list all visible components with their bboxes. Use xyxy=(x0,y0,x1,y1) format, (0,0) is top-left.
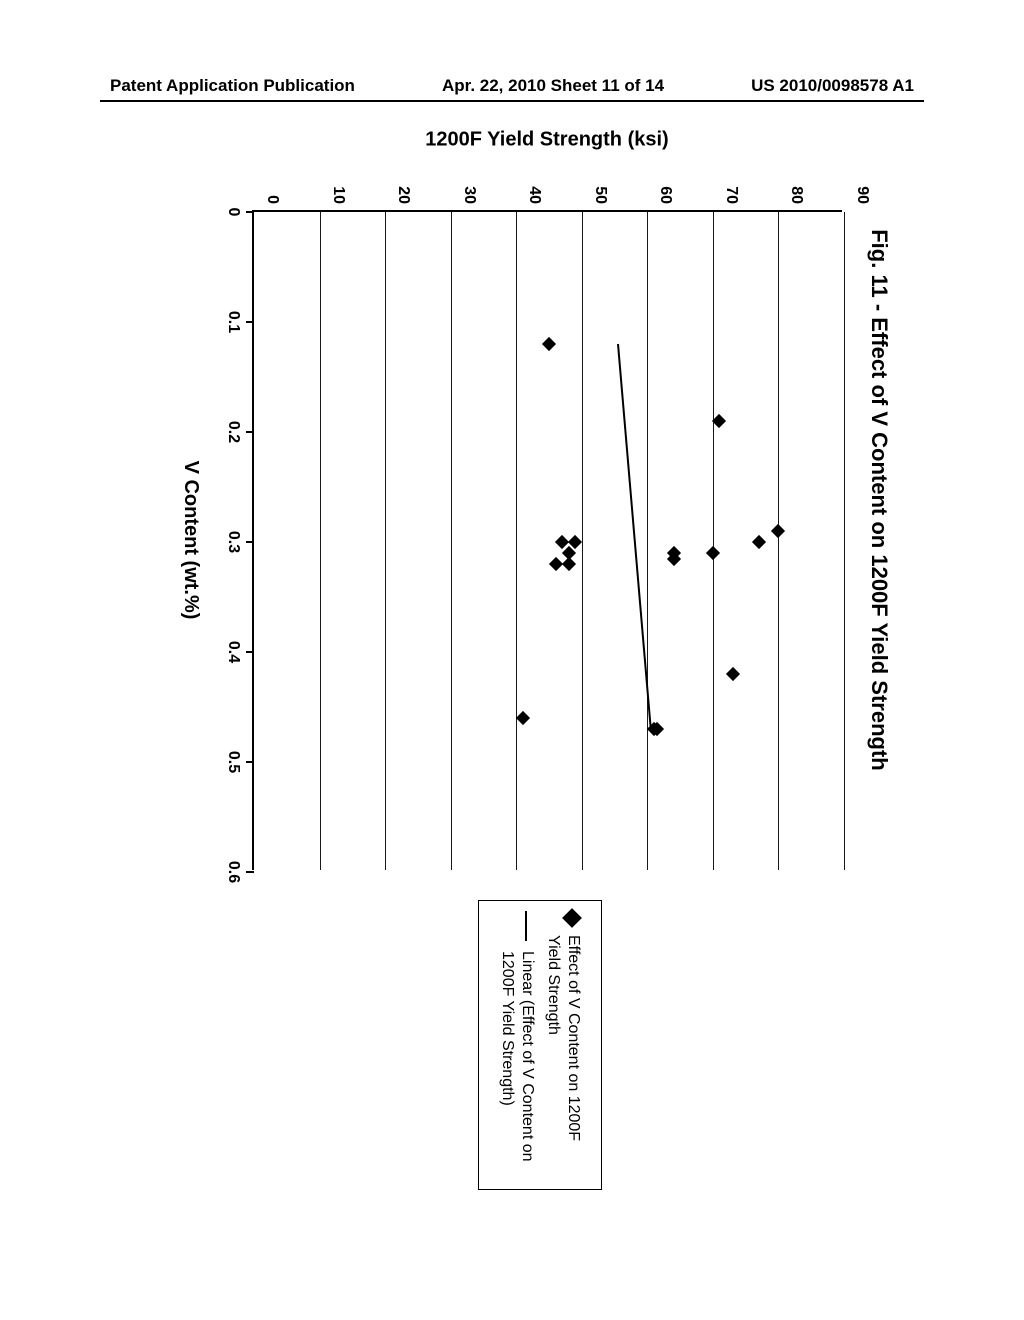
y-tick-label: 90 xyxy=(853,186,871,212)
header-center: Apr. 22, 2010 Sheet 11 of 14 xyxy=(442,76,664,96)
data-point xyxy=(516,711,530,725)
gridline xyxy=(516,212,517,870)
x-tick-label: 0.3 xyxy=(224,531,254,553)
y-tick-label: 10 xyxy=(329,186,347,212)
x-axis-title: V Content (wt.%) xyxy=(179,210,202,870)
y-tick-label: 20 xyxy=(394,186,412,212)
gridline xyxy=(713,212,714,870)
y-tick-label: 60 xyxy=(656,186,674,212)
y-tick-label: 40 xyxy=(525,186,543,212)
legend-item-points: Effect of V Content on 1200F Yield Stren… xyxy=(543,911,583,1179)
data-point xyxy=(548,557,562,571)
gridline xyxy=(385,212,386,870)
y-tick-label: 30 xyxy=(460,186,478,212)
y-axis-title: 1200F Yield Strength (ksi) xyxy=(252,129,842,152)
x-tick-label: 0.1 xyxy=(224,311,254,333)
page-header: Patent Application Publication Apr. 22, … xyxy=(0,76,1024,96)
header-right: US 2010/0098578 A1 xyxy=(751,76,914,96)
plot-area: 010203040506070809000.10.20.30.40.50.6 xyxy=(252,210,842,870)
gridline xyxy=(647,212,648,870)
y-tick-label: 0 xyxy=(263,195,281,212)
x-tick-label: 0.6 xyxy=(224,861,254,883)
legend-item-trend: Linear (Effect of V Content on 1200F Yie… xyxy=(497,911,537,1179)
data-point xyxy=(752,535,766,549)
legend-label-trend: Linear (Effect of V Content on 1200F Yie… xyxy=(497,951,537,1179)
y-tick-label: 70 xyxy=(722,186,740,212)
x-tick-label: 0 xyxy=(224,208,254,217)
figure: Fig. 11 - Effect of V Content on 1200F Y… xyxy=(132,120,892,1200)
y-tick-label: 80 xyxy=(787,186,805,212)
data-point xyxy=(771,524,785,538)
gridline xyxy=(320,212,321,870)
gridline xyxy=(451,212,452,870)
gridline xyxy=(778,212,779,870)
figure-rotated-wrap: Fig. 11 - Effect of V Content on 1200F Y… xyxy=(132,120,892,1200)
data-point xyxy=(725,667,739,681)
x-tick-label: 0.2 xyxy=(224,421,254,443)
data-point xyxy=(706,546,720,560)
line-icon xyxy=(525,911,527,941)
data-point xyxy=(562,557,576,571)
legend: Effect of V Content on 1200F Yield Stren… xyxy=(478,900,602,1190)
y-tick-label: 50 xyxy=(591,186,609,212)
x-tick-label: 0.4 xyxy=(224,641,254,663)
gridline xyxy=(844,212,845,870)
data-point xyxy=(542,337,556,351)
diamond-icon xyxy=(562,908,582,928)
header-left: Patent Application Publication xyxy=(110,76,355,96)
chart-title: Fig. 11 - Effect of V Content on 1200F Y… xyxy=(866,120,892,880)
legend-label-points: Effect of V Content on 1200F Yield Stren… xyxy=(543,935,583,1179)
header-rule xyxy=(100,100,924,102)
data-point xyxy=(712,414,726,428)
x-tick-label: 0.5 xyxy=(224,751,254,773)
